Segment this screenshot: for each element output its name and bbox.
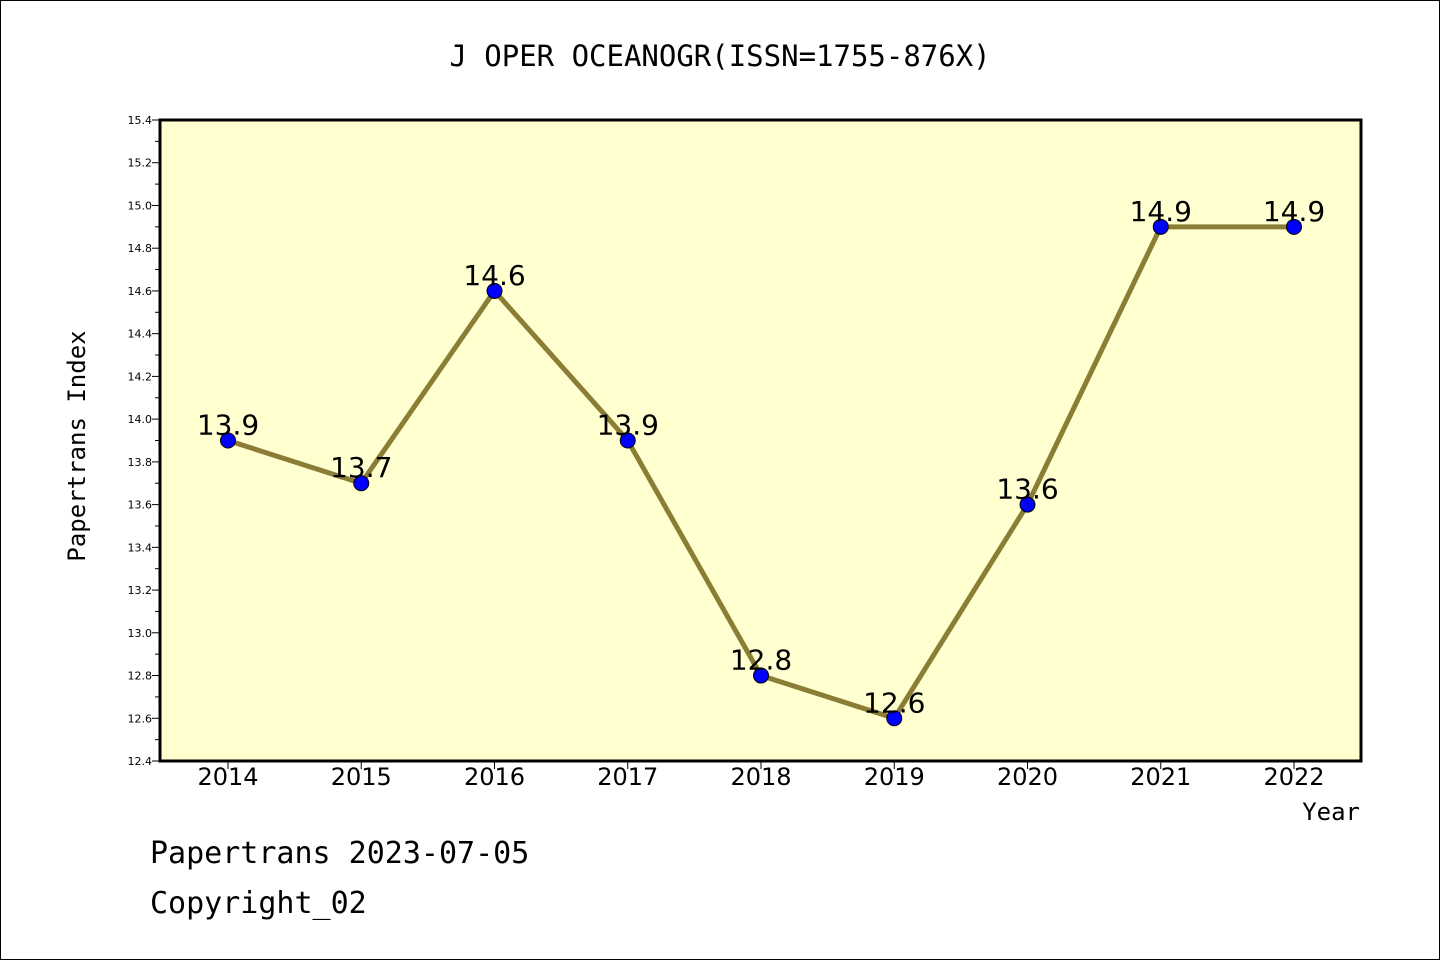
plot-border <box>158 118 1363 763</box>
x-tick-label-2022: 2022 <box>1263 763 1324 791</box>
data-point-2014 <box>220 432 236 449</box>
data-labels: 13.9 13.7 14.6 13.9 12.8 12.6 13.6 14.9 14.9 <box>197 195 1325 719</box>
x-tick-label-2021: 2021 <box>1130 763 1191 791</box>
y-tick-label: 14.0 <box>128 413 153 426</box>
y-tick-label: 14.4 <box>128 328 153 341</box>
x-axis-ticks: 2014 2015 2016 2017 2018 2019 2020 2021 2022 <box>197 761 1325 791</box>
y-axis-ticks: 12.4 12.6 12.8 13.0 13.2 13.4 13.6 13.8 14.0 14.2… <box>128 114 160 768</box>
x-tick-label-2014: 2014 <box>197 763 258 791</box>
y-tick-label: 13.6 <box>128 499 153 512</box>
footer-copyright: Copyright_02 <box>150 886 367 921</box>
y-tick-label: 15.0 <box>128 199 153 212</box>
x-axis-label: Year <box>1302 798 1360 826</box>
y-tick-label: 14.6 <box>128 285 153 298</box>
x-tick-label-2020: 2020 <box>997 763 1058 791</box>
x-tick-label-2015: 2015 <box>331 763 392 791</box>
data-label-2017: 13.9 <box>597 409 659 442</box>
y-tick-label: 12.8 <box>128 670 153 683</box>
y-tick-label: 14.2 <box>128 370 153 383</box>
y-tick-label: 15.2 <box>128 157 153 170</box>
data-label-2015: 13.7 <box>330 451 392 484</box>
y-axis-label: Papertrans Index <box>63 330 91 561</box>
y-tick-label: 12.4 <box>128 755 153 768</box>
data-point-2017 <box>619 432 636 449</box>
data-point-2015 <box>353 475 370 492</box>
data-label-2016: 14.6 <box>463 259 525 292</box>
y-tick-label: 13.0 <box>128 627 153 640</box>
data-label-2022: 14.9 <box>1263 195 1325 228</box>
data-point-2018 <box>753 667 769 684</box>
footer-source: Papertrans 2023-07-05 <box>150 836 530 871</box>
x-tick-label-2019: 2019 <box>864 763 925 791</box>
x-tick-label-2018: 2018 <box>730 763 791 791</box>
data-label-2014: 13.9 <box>197 409 259 442</box>
y-tick-label: 13.4 <box>128 541 153 554</box>
data-label-2019: 12.6 <box>863 686 925 719</box>
data-label-2020: 13.6 <box>996 473 1058 506</box>
y-tick-label: 13.8 <box>128 456 153 469</box>
data-label-2018: 12.8 <box>730 644 792 677</box>
data-point-2022 <box>1286 218 1302 235</box>
y-tick-label: 14.8 <box>128 242 153 255</box>
data-point-2019 <box>886 710 903 727</box>
y-tick-label: 15.4 <box>128 114 153 127</box>
y-tick-label: 12.6 <box>128 712 153 725</box>
x-tick-label-2016: 2016 <box>464 763 525 791</box>
data-point-2020 <box>1019 496 1036 513</box>
data-label-2021: 14.9 <box>1130 195 1192 228</box>
chart-title: J OPER OCEANOGR(ISSN=1755-876X) <box>449 39 990 73</box>
x-tick-label-2017: 2017 <box>597 763 658 791</box>
data-point-2016 <box>486 282 503 299</box>
y-tick-label: 13.2 <box>128 584 153 597</box>
data-point-2021 <box>1152 218 1169 235</box>
series-markers <box>220 218 1302 727</box>
